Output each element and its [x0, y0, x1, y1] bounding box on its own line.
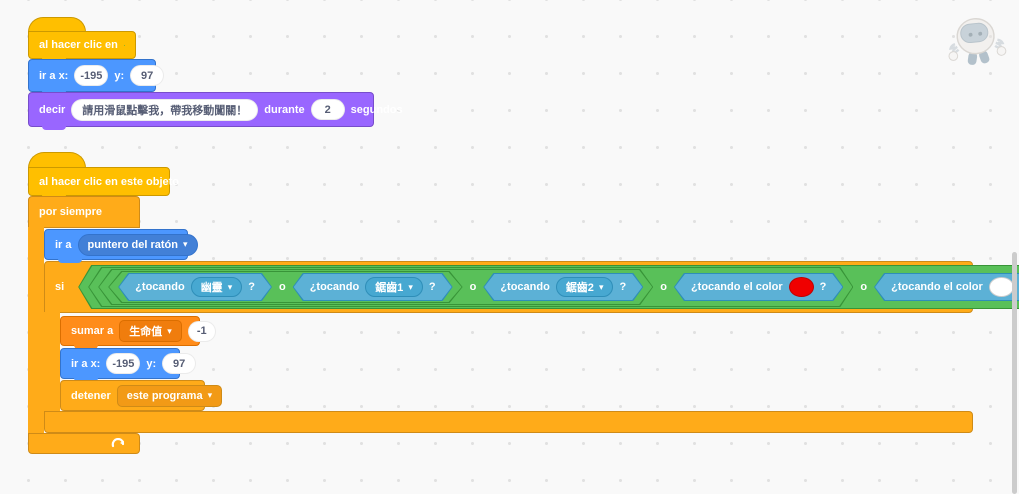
x-input[interactable]: -195 — [74, 65, 109, 86]
change-var-label: sumar a — [71, 325, 114, 337]
touching-label: ¿tocando — [309, 281, 360, 293]
chevron-down-icon: ▾ — [408, 281, 413, 292]
goto-x-label: ir a x: — [71, 357, 101, 370]
touching-color-label: ¿tocando el color — [690, 281, 783, 293]
touching-target-dropdown[interactable]: 鋸齒1 ▾ — [365, 277, 423, 297]
touching-target-dropdown[interactable]: 幽靈 ▾ — [191, 277, 243, 297]
goto-x-label: ir a x: — [39, 69, 69, 82]
or-block-1[interactable]: ¿tocando 幽靈 ▾ ? o — [108, 271, 462, 303]
or-label: o — [860, 281, 868, 293]
green-flag-icon — [123, 44, 125, 46]
block-if-bottom[interactable] — [44, 411, 973, 433]
block-touching-saw2[interactable]: ¿tocando 鋸齒2 ▾ ? — [483, 273, 643, 301]
color-swatch-red[interactable] — [789, 277, 814, 297]
hat-when-sprite-clicked[interactable]: al hacer clic en este objeto — [28, 167, 179, 199]
hat-when-sprite-clicked-cap — [28, 152, 86, 168]
y-input[interactable]: 97 — [130, 65, 165, 86]
question-mark: ? — [619, 281, 627, 293]
loop-arrow-icon — [111, 438, 125, 448]
seconds-input[interactable]: 2 — [310, 99, 345, 120]
color-swatch-white[interactable] — [989, 277, 1014, 297]
block-touching-color-white[interactable]: ¿tocando el color ? — [874, 273, 1019, 301]
block-goto-xy-2[interactable]: ir a x: -195 y: 97 — [60, 348, 197, 382]
block-goto-xy-1[interactable]: ir a x: -195 y: 97 — [28, 59, 165, 95]
block-say-for-seconds[interactable]: decir 請用滑鼠點擊我，帶我移動闖關！ durante 2 segundos — [28, 92, 403, 130]
or-block-3[interactable]: ¿tocando 幽靈 ▾ ? o — [88, 267, 853, 307]
hat-label: al hacer clic en este objeto — [39, 175, 180, 188]
block-touching-color-red[interactable]: ¿tocando el color ? — [674, 273, 843, 301]
question-mark: ? — [248, 281, 255, 293]
or-block-2[interactable]: ¿tocando 幽靈 ▾ ? o — [98, 269, 653, 305]
vertical-scrollbar[interactable] — [1012, 252, 1017, 494]
chevron-down-icon: ▾ — [167, 325, 172, 336]
forever-label: por siempre — [39, 206, 102, 218]
say-label: decir — [39, 103, 66, 116]
goto-y-label: y: — [146, 357, 157, 370]
chevron-down-icon: ▾ — [598, 281, 604, 292]
block-stop[interactable]: detener este programa ▾ — [60, 380, 223, 411]
block-forever-arm[interactable] — [28, 227, 44, 434]
if-label: si — [55, 281, 65, 293]
stop-option-dropdown[interactable]: este programa ▾ — [116, 384, 223, 407]
question-mark: ? — [819, 281, 827, 293]
block-change-variable[interactable]: sumar a 生命值 ▾ -1 — [60, 316, 216, 349]
chevron-down-icon: ▾ — [182, 239, 188, 249]
touching-label: ¿tocando — [135, 281, 185, 293]
goto-y-label: y: — [114, 69, 125, 82]
say-text-input[interactable]: 請用滑鼠點擊我，帶我移動闖關！ — [71, 98, 259, 121]
hat-label: al hacer clic en — [39, 39, 118, 51]
block-forever-bottom[interactable] — [28, 433, 140, 454]
change-amount-input[interactable]: -1 — [187, 320, 216, 342]
touching-color-label: ¿tocando el color — [891, 281, 983, 293]
goto-label: ir a — [55, 238, 72, 251]
stop-label: detener — [71, 389, 111, 402]
or-block-outer[interactable]: ¿tocando 幽靈 ▾ ? o — [78, 265, 1019, 309]
durante-label: durante — [264, 103, 305, 116]
chevron-down-icon: ▾ — [207, 390, 213, 400]
variable-dropdown[interactable]: 生命值 ▾ — [119, 320, 182, 342]
or-label: o — [469, 281, 477, 293]
segundos-label: segundos — [350, 103, 403, 116]
block-if-then-top[interactable]: si ¿tocando — [44, 261, 973, 313]
or-label: o — [278, 281, 286, 293]
touching-target-dropdown[interactable]: 鋸齒2 ▾ — [556, 277, 614, 297]
question-mark: ? — [428, 281, 436, 293]
robot-sprite-watermark — [948, 18, 1007, 65]
touching-label: ¿tocando — [500, 281, 550, 293]
hat-when-flag-clicked-cap — [28, 17, 86, 32]
hat-when-flag-clicked[interactable]: al hacer clic en — [28, 31, 136, 62]
block-if-arm[interactable] — [44, 312, 60, 412]
x-input[interactable]: -195 — [106, 353, 141, 374]
block-goto-mouse-pointer[interactable]: ir a puntero del ratón ▾ — [44, 229, 198, 263]
block-touching-ghost[interactable]: ¿tocando 幽靈 ▾ ? — [118, 273, 272, 301]
goto-target-dropdown[interactable]: puntero del ratón ▾ — [77, 233, 198, 256]
y-input[interactable]: 97 — [162, 353, 197, 374]
or-label: o — [660, 281, 667, 293]
chevron-down-icon: ▾ — [227, 281, 233, 292]
block-forever-top[interactable]: por siempre — [28, 196, 140, 228]
block-touching-saw1[interactable]: ¿tocando 鋸齒1 ▾ ? — [293, 273, 453, 301]
